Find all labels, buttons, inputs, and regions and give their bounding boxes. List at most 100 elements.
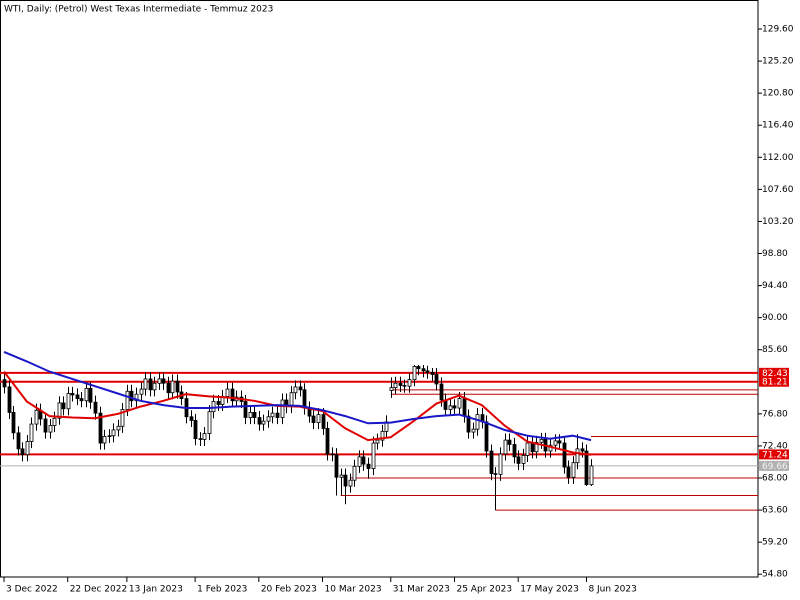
moving-average xyxy=(3,350,592,442)
candle-body xyxy=(152,382,157,391)
candle-body xyxy=(466,415,471,433)
candle-body xyxy=(70,393,75,396)
y-tick-label: 68.00 xyxy=(762,474,788,484)
candle-body xyxy=(143,378,148,390)
candle-body xyxy=(7,386,12,413)
candle-body xyxy=(566,466,571,478)
price-tag-label: 71.24 xyxy=(762,450,788,460)
candle-body xyxy=(412,366,417,381)
price-tag-label: 69.66 xyxy=(762,462,788,472)
candle-body xyxy=(161,378,166,384)
y-tick-label: 72.40 xyxy=(762,441,788,451)
y-tick-label: 59.20 xyxy=(762,538,788,548)
candle-body xyxy=(20,448,25,456)
x-tick-label: 20 Feb 2023 xyxy=(261,585,317,595)
candle-body xyxy=(170,380,175,394)
candle-body xyxy=(584,450,589,485)
candle-body xyxy=(580,448,585,452)
candle-body xyxy=(371,442,376,469)
candle-body xyxy=(398,382,403,386)
candle-body xyxy=(493,473,498,475)
price-tag xyxy=(759,367,789,378)
candle-body xyxy=(25,441,30,456)
candle-body xyxy=(589,465,594,485)
x-tick-label: 8 Jun 2023 xyxy=(588,585,636,595)
x-tick-label: 25 Apr 2023 xyxy=(456,585,512,595)
candle-body xyxy=(202,433,207,440)
candle-body xyxy=(366,463,371,469)
candle-body xyxy=(230,388,235,402)
candle-body xyxy=(207,411,212,434)
candle-body xyxy=(462,398,467,417)
price-tag-label: 82.43 xyxy=(762,369,788,379)
y-tick-label: 107.60 xyxy=(762,185,794,195)
y-tick-label: 90.00 xyxy=(762,313,788,323)
candle-body xyxy=(425,370,430,373)
candle-body xyxy=(34,409,39,425)
candle-body xyxy=(525,442,530,456)
candle-body xyxy=(361,456,366,465)
candle-body xyxy=(61,402,66,410)
candle-body xyxy=(375,439,380,444)
candle-body xyxy=(457,398,462,409)
candle-body xyxy=(402,385,407,387)
candle-body xyxy=(116,425,121,431)
candle-body xyxy=(93,401,98,414)
y-tick-label: 125.20 xyxy=(762,57,794,67)
candle-body xyxy=(148,378,153,391)
y-tick-label: 54.80 xyxy=(762,570,788,580)
candle-body xyxy=(125,390,130,410)
candle-body xyxy=(407,379,412,387)
candle-body xyxy=(11,412,16,434)
candle-body xyxy=(298,386,303,391)
candle-body xyxy=(16,432,21,450)
x-tick-label: 22 Dec 2022 xyxy=(70,585,128,595)
x-tick-label: 10 Mar 2023 xyxy=(325,585,382,595)
y-tick-label: 116.40 xyxy=(762,121,794,131)
chart-title: WTI, Daily: (Petrol) West Texas Intermed… xyxy=(4,5,273,15)
candle-body xyxy=(257,417,262,425)
candle-body xyxy=(439,383,444,401)
candle-body xyxy=(98,412,103,444)
candle-body xyxy=(79,398,84,402)
candle-body xyxy=(102,436,107,444)
candle-body xyxy=(293,386,298,394)
plot-frame xyxy=(0,0,759,578)
candle-body xyxy=(175,380,180,393)
candle-body xyxy=(503,439,508,455)
candle-body xyxy=(484,421,489,452)
candle-body xyxy=(571,462,576,478)
x-tick-label: 3 Dec 2022 xyxy=(6,585,58,595)
price-tag xyxy=(759,449,789,460)
candle-body xyxy=(330,453,335,456)
candle-body xyxy=(334,454,339,478)
candle-body xyxy=(280,399,285,418)
candle-body xyxy=(311,415,316,424)
y-tick-label: 103.20 xyxy=(762,217,794,227)
candle-body xyxy=(129,390,134,402)
candle-body xyxy=(84,387,89,402)
candle-body xyxy=(252,412,257,418)
candle-body xyxy=(48,425,53,433)
candle-body xyxy=(553,440,558,446)
price-tag xyxy=(759,376,789,387)
candle-body xyxy=(270,412,275,418)
candle-body xyxy=(343,474,348,487)
price-tag-label: 81.21 xyxy=(762,378,788,388)
x-tick-label: 31 Mar 2023 xyxy=(393,585,450,595)
candle-body xyxy=(43,418,48,433)
candle-body xyxy=(562,442,567,468)
price-tag xyxy=(759,460,789,471)
candle-body xyxy=(266,416,271,422)
candle-body xyxy=(316,414,321,424)
y-tick-label: 120.80 xyxy=(762,89,794,99)
candle-body xyxy=(52,417,57,426)
candle-body xyxy=(66,393,71,410)
candle-body xyxy=(261,420,266,425)
x-tick-label: 13 Jan 2023 xyxy=(129,585,183,595)
candle-body xyxy=(430,371,435,375)
candle-body xyxy=(575,448,580,464)
candle-body xyxy=(516,456,521,464)
